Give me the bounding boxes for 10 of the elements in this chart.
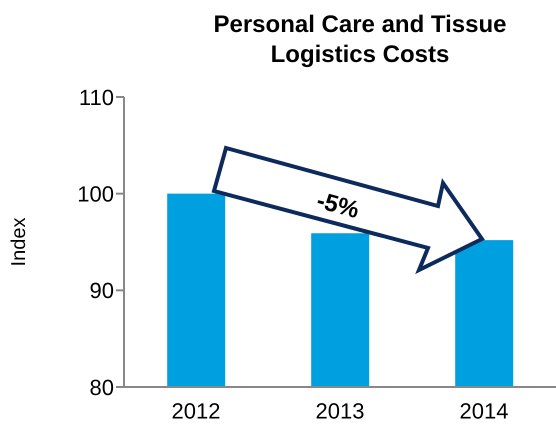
annotation: -5% bbox=[314, 186, 362, 224]
chart-title: Personal Care and Tissue Logistics Costs bbox=[212, 10, 508, 70]
y-tick-label: 90 bbox=[90, 278, 114, 304]
y-tick-label: 80 bbox=[90, 374, 114, 400]
y-axis-title: Index bbox=[8, 218, 30, 266]
x-tick-label: 2014 bbox=[460, 398, 508, 424]
x-tick-label: 2012 bbox=[172, 398, 220, 424]
x-tick-label: 2013 bbox=[316, 398, 364, 424]
y-tick-label: 100 bbox=[77, 181, 114, 206]
y-tick-label: 110 bbox=[78, 84, 114, 110]
